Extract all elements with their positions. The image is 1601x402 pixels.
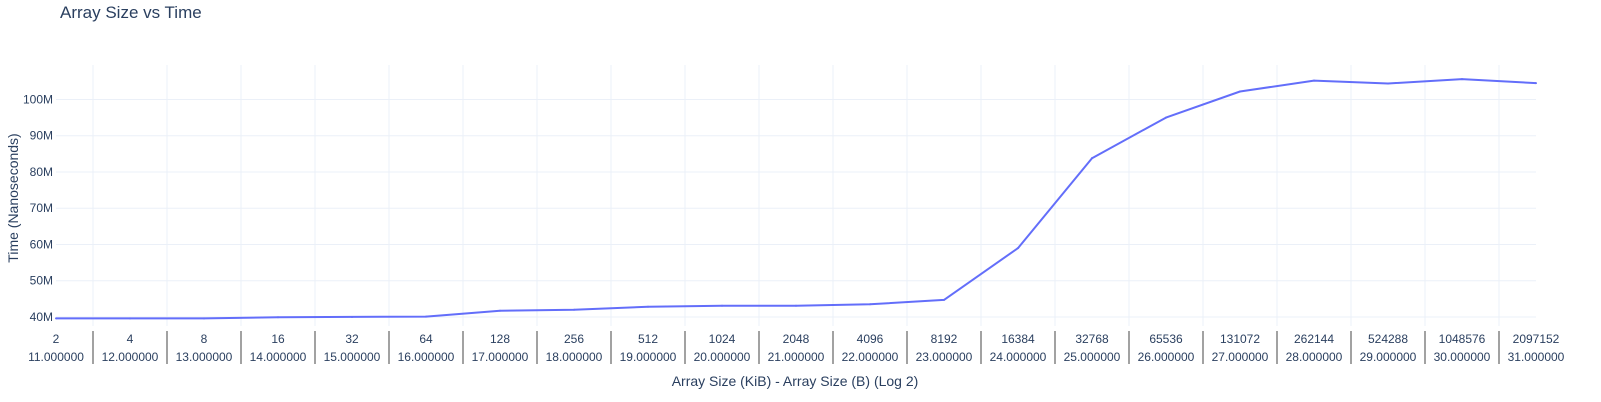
- y-axis-title: Time (Nanoseconds): [5, 133, 21, 262]
- x-tick-label-log2: 12.000000: [102, 350, 159, 364]
- gridlines: [56, 65, 1536, 326]
- x-tick-label-log2: 31.000000: [1508, 350, 1565, 364]
- data-point: [55, 317, 57, 320]
- x-tick-label-kib: 8: [201, 332, 208, 346]
- chart-title: Array Size vs Time: [60, 3, 202, 22]
- x-tick-label-kib: 2097152: [1513, 332, 1560, 346]
- data-point: [721, 304, 723, 307]
- x-tick-label-log2: 28.000000: [1286, 350, 1343, 364]
- y-tick-label: 60M: [30, 237, 53, 251]
- x-tick-label-kib: 512: [638, 332, 658, 346]
- x-tick-label-log2: 11.000000: [28, 350, 84, 364]
- x-tick-label-kib: 65536: [1149, 332, 1183, 346]
- x-tick-label-log2: 13.000000: [176, 350, 233, 364]
- x-tick-label-kib: 4096: [857, 332, 884, 346]
- data-point: [1239, 90, 1241, 93]
- x-axis-title: Array Size (KiB) - Array Size (B) (Log 2…: [672, 373, 919, 389]
- data-point: [351, 315, 353, 318]
- series-line: [56, 78, 1537, 320]
- x-tick-label-log2: 24.000000: [990, 350, 1047, 364]
- x-tick-label-log2: 23.000000: [916, 350, 973, 364]
- x-tick-label-kib: 32: [345, 332, 359, 346]
- y-tick-label: 70M: [30, 201, 53, 215]
- data-point: [1017, 247, 1019, 250]
- x-tick-label-kib: 1024: [709, 332, 736, 346]
- series-layer: [55, 78, 1537, 320]
- y-tick-label: 100M: [23, 92, 53, 106]
- x-tick-label-kib: 256: [564, 332, 584, 346]
- x-tick-label-kib: 2048: [783, 332, 810, 346]
- y-axis-ticks: 40M 50M 60M 70M 80M 90M 100M: [23, 92, 53, 324]
- data-point: [277, 316, 279, 319]
- data-point: [573, 308, 575, 311]
- x-tick-label-log2: 14.000000: [250, 350, 307, 364]
- y-tick-label: 40M: [30, 310, 53, 324]
- x-tick-label-log2: 18.000000: [546, 350, 603, 364]
- x-tick-label-log2: 19.000000: [620, 350, 677, 364]
- x-tick-label-kib: 1048576: [1439, 332, 1486, 346]
- x-tick-label-kib: 131072: [1220, 332, 1260, 346]
- x-tick-label-log2: 30.000000: [1434, 350, 1491, 364]
- x-tick-label-log2: 15.000000: [324, 350, 381, 364]
- data-point: [425, 315, 427, 318]
- data-point: [869, 303, 871, 306]
- data-point: [1313, 79, 1315, 82]
- data-point: [795, 304, 797, 307]
- x-tick-label-kib: 524288: [1368, 332, 1408, 346]
- data-point: [129, 317, 131, 320]
- x-tick-label-kib: 262144: [1294, 332, 1334, 346]
- x-axis-ticks: 2 11.000000 4 12.000000 8 13.000000 16 14.00000…: [28, 331, 1565, 364]
- x-tick-label-kib: 16384: [1001, 332, 1035, 346]
- x-tick-label-log2: 17.000000: [472, 350, 529, 364]
- x-tick-label-log2: 21.000000: [768, 350, 825, 364]
- x-tick-label-kib: 64: [419, 332, 433, 346]
- x-tick-label-kib: 128: [490, 332, 510, 346]
- data-point: [499, 309, 501, 312]
- x-tick-label-kib: 16: [271, 332, 285, 346]
- data-point: [1165, 116, 1167, 119]
- data-point: [943, 298, 945, 301]
- y-tick-label: 80M: [30, 165, 53, 179]
- y-tick-label: 50M: [30, 274, 53, 288]
- x-tick-label-kib: 2: [53, 332, 60, 346]
- x-tick-label-log2: 16.000000: [398, 350, 455, 364]
- x-tick-label-kib: 8192: [931, 332, 958, 346]
- x-tick-label-log2: 20.000000: [694, 350, 751, 364]
- x-tick-label-kib: 32768: [1075, 332, 1109, 346]
- x-tick-label-log2: 26.000000: [1138, 350, 1195, 364]
- x-tick-label-log2: 25.000000: [1064, 350, 1121, 364]
- data-point: [647, 305, 649, 308]
- x-tick-label-log2: 27.000000: [1212, 350, 1269, 364]
- x-tick-label-log2: 29.000000: [1360, 350, 1417, 364]
- x-tick-label-kib: 4: [127, 332, 134, 346]
- data-point: [203, 317, 205, 320]
- data-point: [1461, 78, 1463, 81]
- y-tick-label: 90M: [30, 129, 53, 143]
- data-point: [1091, 157, 1093, 160]
- x-tick-label-log2: 22.000000: [842, 350, 899, 364]
- data-point: [1535, 82, 1537, 85]
- data-point: [1387, 82, 1389, 85]
